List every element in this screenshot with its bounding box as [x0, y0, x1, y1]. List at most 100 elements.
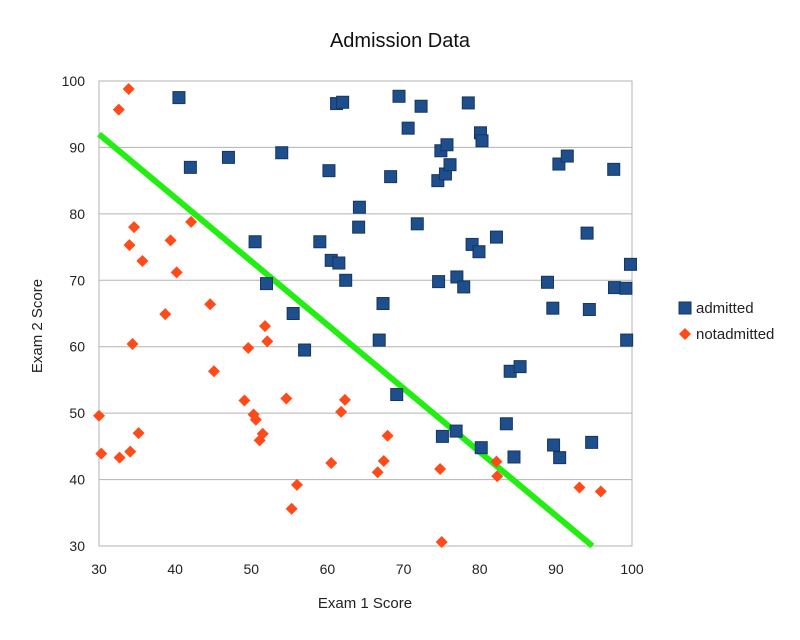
admitted-point: [620, 333, 634, 347]
admitted-point: [298, 343, 312, 357]
notadmitted-point: [325, 456, 338, 469]
x-tick-label: 40: [167, 561, 183, 577]
notadmitted-point: [242, 342, 255, 355]
y-tick-label: 50: [69, 405, 85, 421]
admitted-point: [546, 301, 560, 315]
x-tick-label: 30: [91, 561, 107, 577]
legend-notadmitted-marker: [679, 328, 691, 340]
x-axis-label: Exam 1 Score: [318, 595, 412, 612]
notadmitted-point: [170, 266, 183, 279]
notadmitted-point: [122, 82, 135, 95]
admitted-point: [322, 164, 336, 178]
admitted-point: [585, 435, 599, 449]
admitted-point: [619, 281, 633, 295]
notadmitted-point: [280, 392, 293, 405]
admitted-point: [260, 277, 274, 291]
y-tick-label: 40: [69, 472, 85, 488]
x-tick-label: 70: [396, 561, 412, 577]
notadmitted-point: [490, 455, 503, 468]
notadmitted-point: [204, 298, 217, 311]
legend-notadmitted-label: notadmitted: [696, 326, 774, 343]
x-tick-label: 50: [243, 561, 259, 577]
admitted-point: [607, 162, 621, 176]
admitted-point: [499, 417, 513, 431]
data-points: [93, 82, 637, 549]
notadmitted-point: [371, 466, 384, 479]
notadmitted-point: [185, 215, 198, 228]
x-tick-labels: 30 40 50 60 70 80 90 100: [91, 561, 644, 577]
admitted-point: [553, 451, 567, 465]
admitted-point: [172, 91, 186, 105]
legend-admitted-marker: [678, 301, 692, 315]
admitted-point: [475, 134, 489, 148]
admitted-point: [390, 388, 404, 402]
admitted-point: [443, 158, 457, 172]
x-tick-label: 90: [548, 561, 564, 577]
admitted-point: [384, 170, 398, 184]
admitted-point: [440, 138, 454, 152]
admitted-point: [513, 360, 527, 374]
grid-lines: [99, 80, 632, 547]
admitted-point: [414, 99, 428, 113]
notadmitted-point: [381, 429, 394, 442]
notadmitted-point: [338, 393, 351, 406]
notadmitted-point: [435, 536, 448, 549]
admitted-point: [376, 297, 390, 311]
x-tick-label: 80: [472, 561, 488, 577]
notadmitted-point: [258, 320, 271, 333]
admitted-point: [286, 307, 300, 320]
plot-border: [98, 80, 633, 547]
admitted-point: [248, 235, 262, 249]
admitted-point: [580, 226, 594, 240]
admitted-point: [547, 438, 561, 452]
notadmitted-point: [249, 413, 262, 426]
admitted-point: [472, 245, 486, 259]
admitted-point: [275, 146, 289, 160]
admitted-point: [392, 89, 406, 103]
notadmitted-point: [95, 447, 108, 460]
admitted-point: [474, 441, 488, 455]
admitted-point: [450, 270, 464, 284]
notadmitted-point: [238, 394, 251, 407]
admitted-point: [336, 95, 350, 109]
notadmitted-point: [207, 365, 220, 378]
notadmitted-point: [132, 427, 145, 440]
admitted-point: [582, 303, 596, 317]
notadmitted-point: [159, 308, 172, 321]
admitted-point: [401, 121, 415, 135]
notadmitted-point: [434, 462, 447, 475]
chart-title: Admission Data: [330, 30, 471, 52]
x-tick-label: 100: [620, 561, 644, 577]
notadmitted-point: [93, 409, 105, 422]
admitted-point: [457, 280, 471, 294]
admitted-point: [313, 235, 327, 249]
admitted-point: [489, 230, 503, 244]
notadmitted-point: [594, 485, 607, 498]
notadmitted-point: [128, 221, 141, 234]
plot-frame: [98, 80, 633, 547]
admitted-point: [339, 273, 353, 287]
notadmitted-point: [573, 481, 586, 494]
decision-boundary-line: [97, 131, 595, 549]
notadmitted-point: [126, 338, 139, 351]
y-tick-label: 60: [69, 339, 85, 355]
y-tick-label: 30: [69, 538, 85, 554]
y-tick-label: 70: [69, 272, 85, 288]
notadmitted-point: [377, 454, 390, 467]
notadmitted-point: [285, 502, 298, 515]
admitted-point: [221, 150, 235, 164]
admitted-point: [352, 200, 366, 214]
notadmitted-point: [491, 470, 504, 483]
notadmitted-point: [164, 234, 177, 247]
y-tick-labels: 30 40 50 60 70 80 90 100: [62, 73, 86, 554]
admitted-point: [352, 220, 366, 234]
y-axis-label: Exam 2 Score: [29, 279, 46, 373]
notadmitted-point: [290, 478, 303, 491]
admitted-point: [623, 257, 637, 271]
notadmitted-point: [261, 335, 274, 348]
admitted-point: [410, 217, 424, 231]
trend-line-group: [97, 131, 595, 549]
admitted-point: [435, 429, 449, 443]
notadmitted-point: [113, 451, 126, 464]
